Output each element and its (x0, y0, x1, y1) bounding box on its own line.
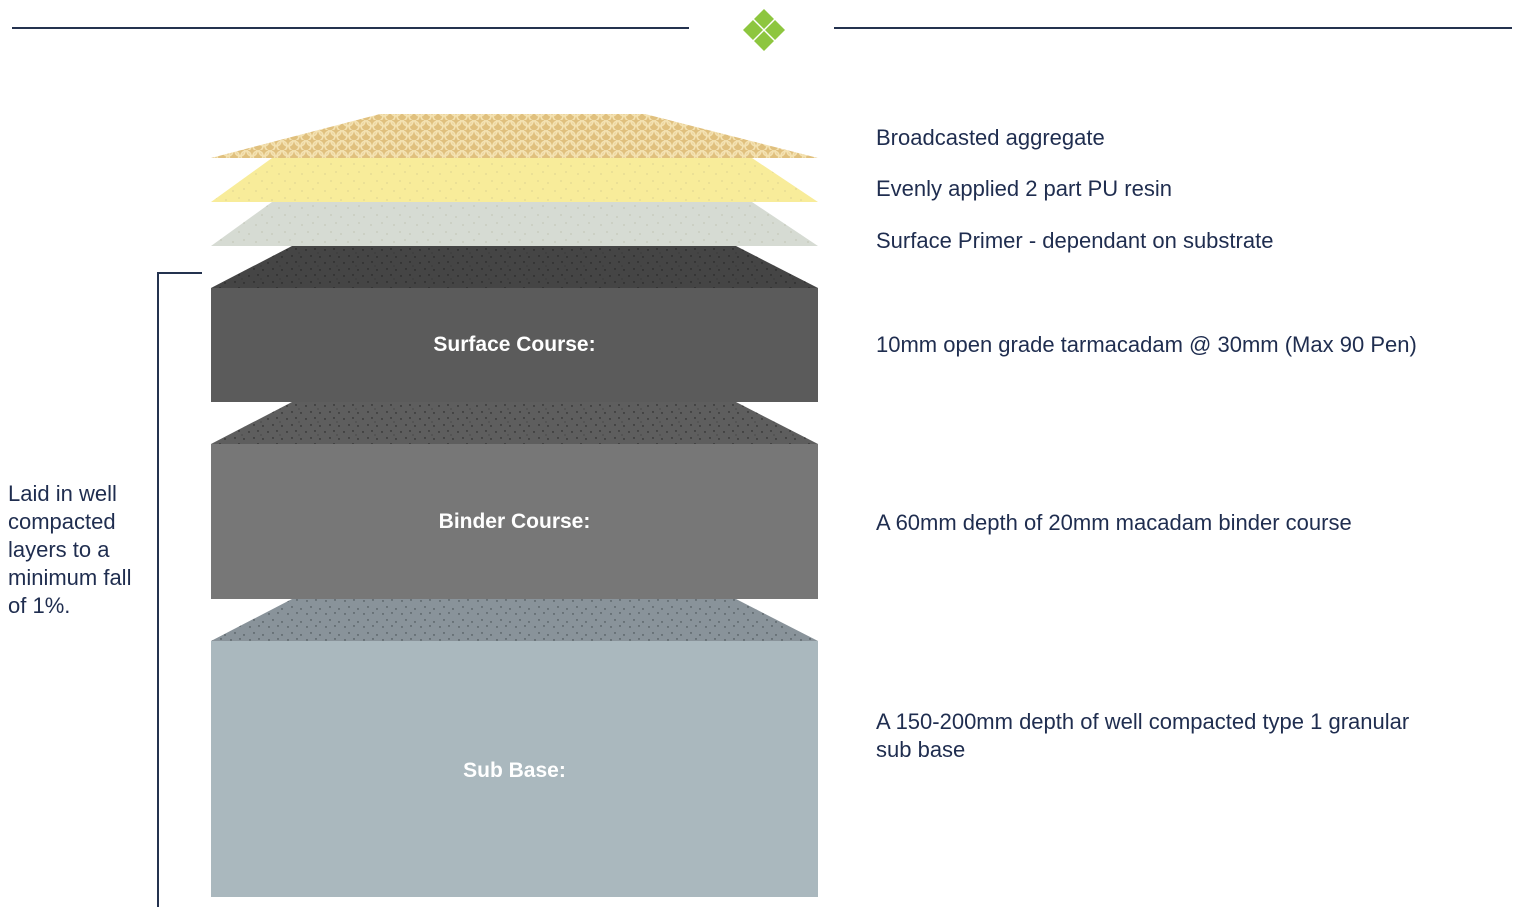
aggregate-description: Broadcasted aggregate (876, 125, 1105, 150)
side-note: Laid in well compacted layers to a minim… (8, 481, 132, 618)
binder-course-label: Binder Course: (438, 510, 591, 533)
header-divider-left (12, 27, 689, 29)
bracket-top (157, 272, 202, 274)
surface-course-block (211, 288, 818, 402)
sub-base-description: A 150-200mm depth of well compacted type… (876, 709, 1410, 762)
binder-course-block (211, 444, 818, 599)
diamond-icon (743, 9, 785, 51)
bracket-line (157, 272, 159, 907)
surface-course-label: Surface Course: (433, 333, 596, 356)
primer-description: Surface Primer - dependant on substrate (876, 228, 1274, 253)
binder-course-description: A 60mm depth of 20mm macadam binder cour… (876, 510, 1352, 535)
surface-course-description: 10mm open grade tarmacadam @ 30mm (Max 9… (876, 332, 1417, 357)
sub-base-block (211, 641, 818, 897)
sub-base-label: Sub Base: (463, 759, 566, 782)
header-divider-right (834, 27, 1512, 29)
resin-description: Evenly applied 2 part PU resin (876, 176, 1172, 201)
aggregate-layer (211, 114, 818, 158)
